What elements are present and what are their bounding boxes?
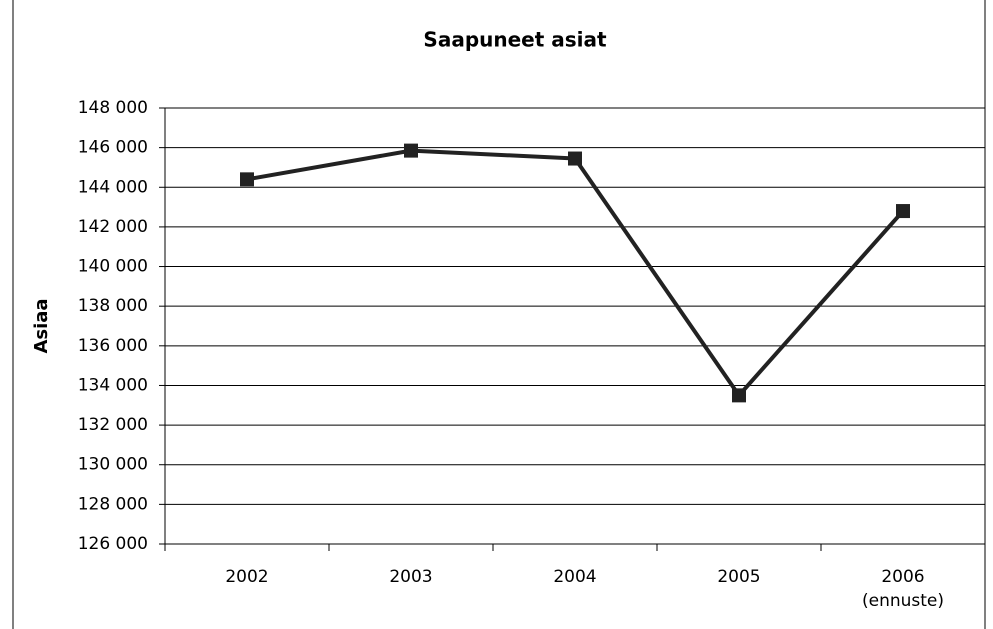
x-tick-label: 2005 [717,567,760,587]
marker [404,143,418,158]
marker [896,204,910,219]
y-axis-label: Asiaa [31,298,52,353]
marker [240,172,254,187]
x-tick-label: 2006 (ennuste) [862,567,944,611]
marker [568,151,582,166]
y-tick-label: 128 000 [78,494,148,514]
y-tick-label: 130 000 [78,455,148,475]
y-tick-label: 126 000 [78,534,148,554]
y-tick-label: 138 000 [78,296,148,316]
chart-frame [12,0,986,629]
x-tick-label: 2002 [225,567,268,587]
chart-title: Saapuneet asiat [423,28,607,52]
y-tick-label: 142 000 [78,217,148,237]
y-tick-label: 144 000 [78,177,148,197]
marker [732,388,746,403]
y-tick-label: 148 000 [78,98,148,118]
y-tick-label: 134 000 [78,375,148,395]
x-tick-label: 2003 [389,567,432,587]
x-tick-label: 2004 [553,567,596,587]
y-tick-label: 136 000 [78,336,148,356]
y-tick-label: 146 000 [78,138,148,158]
y-tick-label: 132 000 [78,415,148,435]
y-tick-label: 140 000 [78,257,148,277]
